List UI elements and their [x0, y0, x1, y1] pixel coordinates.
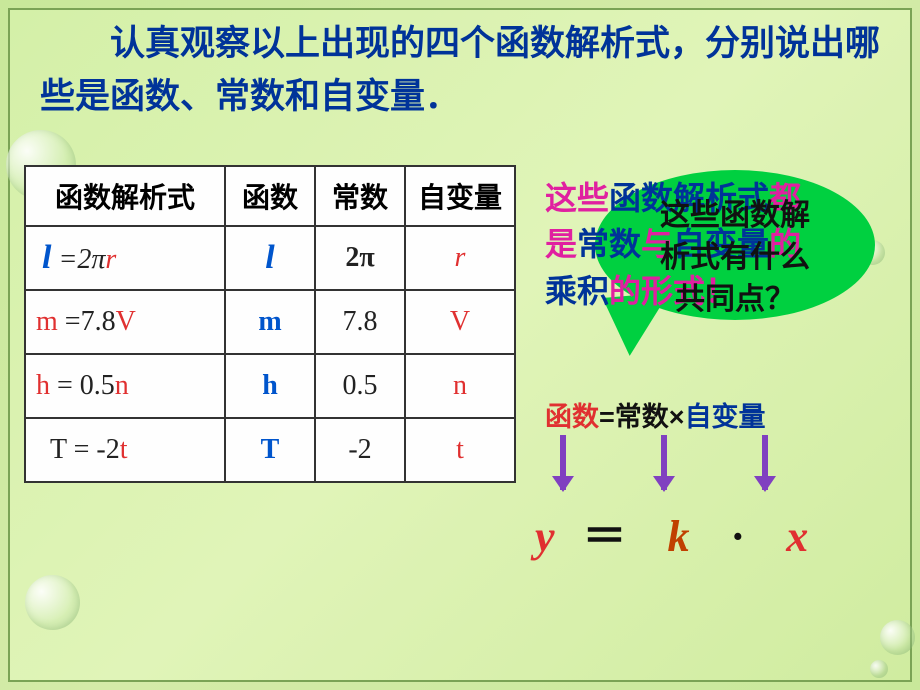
- cell-expr: l =2πr: [25, 226, 225, 290]
- callout-front-text: 这些函数解 析式有什么 共同点？: [605, 195, 865, 321]
- down-arrow-icon: [560, 435, 566, 490]
- cell-fn: T: [225, 418, 315, 482]
- cell-fn: l: [225, 226, 315, 290]
- th-fn: 函数: [225, 166, 315, 226]
- table-row: m =7.8V m 7.8 V: [25, 290, 515, 354]
- table-row: h = 0.5n h 0.5 n: [25, 354, 515, 418]
- cell-var: V: [405, 290, 515, 354]
- cell-const: 0.5: [315, 354, 405, 418]
- cell-var: r: [405, 226, 515, 290]
- th-const: 常数: [315, 166, 405, 226]
- bubble-deco: [880, 620, 915, 655]
- arrow-group: [560, 435, 768, 490]
- bubble-deco: [870, 660, 888, 678]
- cell-expr: T = -2t: [25, 418, 225, 482]
- equation-text: y ＝ k · x: [535, 500, 810, 564]
- down-arrow-icon: [762, 435, 768, 490]
- th-expr: 函数解析式: [25, 166, 225, 226]
- table-row: l =2πr l 2π r: [25, 226, 515, 290]
- down-arrow-icon: [661, 435, 667, 490]
- cell-expr: m =7.8V: [25, 290, 225, 354]
- cell-expr: h = 0.5n: [25, 354, 225, 418]
- formula-text: 函数=常数×自变量: [545, 395, 766, 434]
- table-row: T = -2t T -2 t: [25, 418, 515, 482]
- cell-const: -2: [315, 418, 405, 482]
- cell-var: n: [405, 354, 515, 418]
- bubble-deco: [25, 575, 80, 630]
- function-table: 函数解析式 函数 常数 自变量 l =2πr l 2π r m =7.8V m …: [24, 165, 516, 483]
- th-var: 自变量: [405, 166, 515, 226]
- cell-var: t: [405, 418, 515, 482]
- cell-const: 2π: [315, 226, 405, 290]
- cell-fn: m: [225, 290, 315, 354]
- intro-text: 认真观察以上出现的四个函数解析式，分别说出哪些是函数、常数和自变量．: [40, 18, 880, 123]
- cell-const: 7.8: [315, 290, 405, 354]
- cell-fn: h: [225, 354, 315, 418]
